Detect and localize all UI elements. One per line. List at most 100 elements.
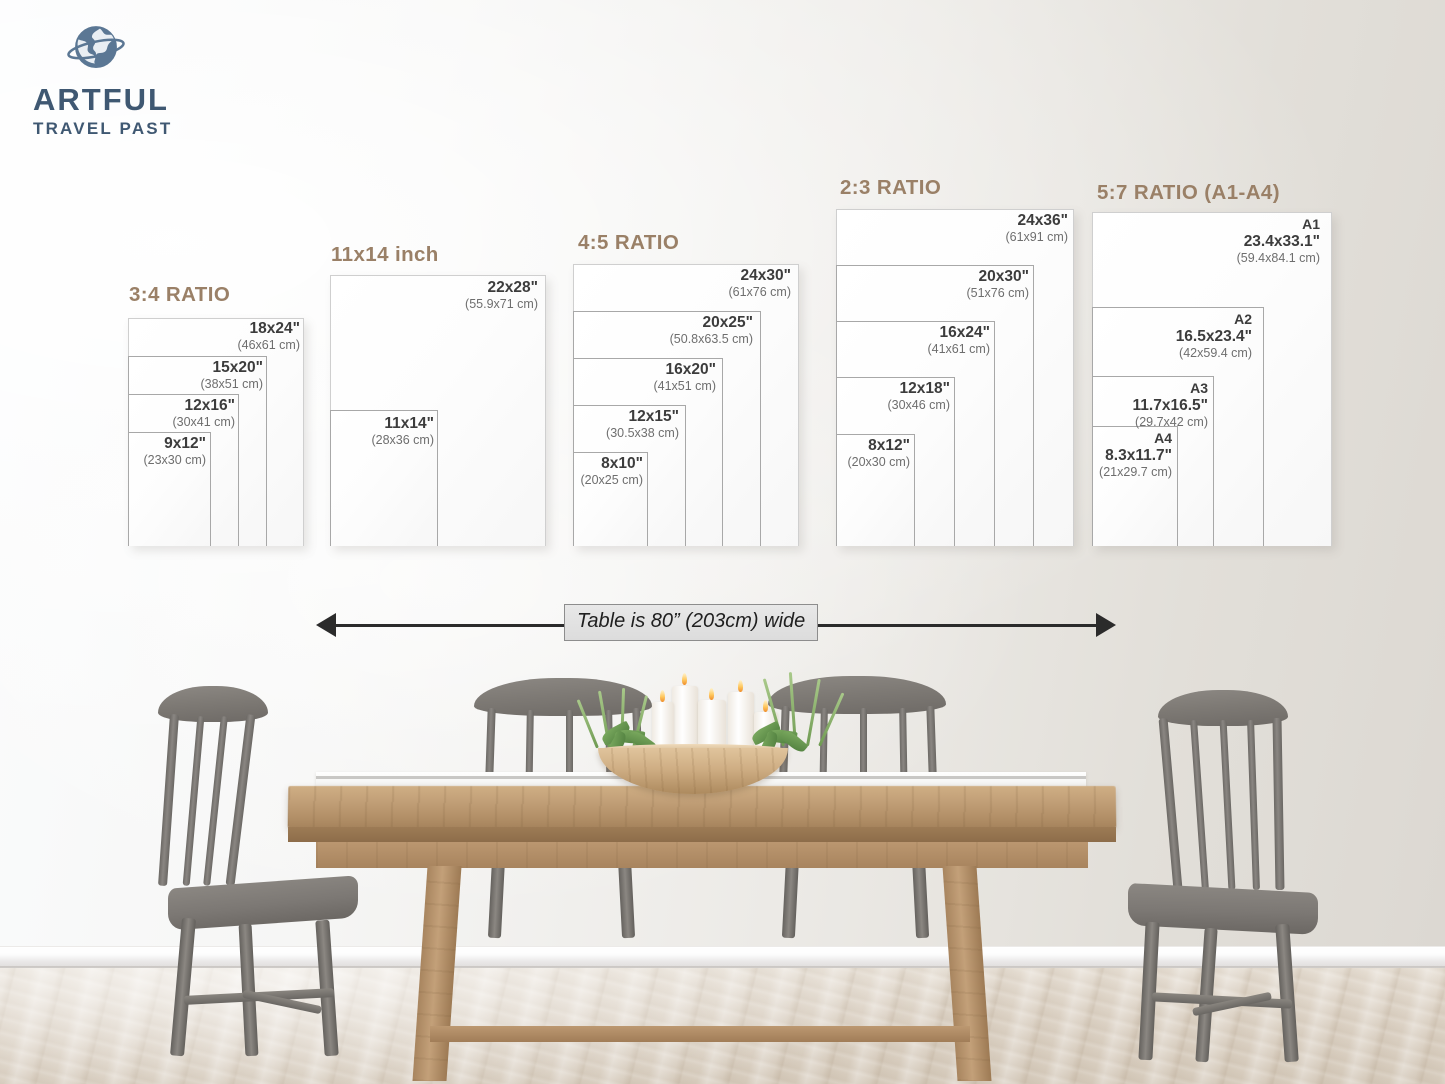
frame-group-ratio-5-7-a-series: 5:7 RATIO (A1-A4) A1 23.4x33.1" (59.4x84…: [1026, 181, 1332, 546]
frame-size-inches: 11.7x16.5": [1132, 396, 1208, 414]
candle-flame: [682, 673, 687, 685]
group-title: 3:4 RATIO: [129, 283, 231, 306]
candle: [698, 700, 726, 750]
frame-size-inches: 12x15": [628, 408, 679, 425]
chair-spindle: [1247, 719, 1260, 891]
frame-size-inches: 12x16": [184, 397, 235, 414]
chair-spindle: [182, 716, 205, 886]
chair-left: [150, 686, 380, 1057]
table-leg-right: [942, 866, 992, 1081]
frame-size-name: A2: [1234, 311, 1252, 327]
frame-group-11x14-inch: 11x14 inch 22x28" (55.9x71 cm) 11x14" (2…: [272, 243, 546, 546]
frame-size-inches: 23.4x33.1": [1243, 232, 1320, 250]
frame-label: A4 8.3x11.7" (21x29.7 cm): [1026, 430, 1172, 480]
frame-label: 20x30" (51x76 cm): [846, 268, 1029, 301]
frame-size-inches: 18x24": [249, 320, 300, 337]
arrow-right-icon: [1096, 613, 1116, 637]
grass-blade: [818, 692, 845, 747]
chair-spindle: [1190, 719, 1209, 891]
frame-label: 24x30" (61x76 cm): [595, 267, 791, 300]
globe-icon: [67, 26, 125, 68]
frame-size-cm: (41x51 cm): [653, 379, 716, 394]
frame-size-inches: 16x24": [939, 324, 990, 341]
table-width-measurement: Table is 80” (203cm) wide: [316, 604, 1116, 646]
frame-size-cm: (51x76 cm): [966, 286, 1029, 301]
frame-size-cm: (42x59.4 cm): [1179, 345, 1252, 360]
frame-group-ratio-2-3: 2:3 RATIO 24x36" (61x91 cm) 20x30" (51x7…: [776, 176, 1074, 546]
group-title: 4:5 RATIO: [578, 231, 680, 254]
measurement-label: Table is 80” (203cm) wide: [564, 604, 819, 641]
frame-label: 9x12" (23x30 cm): [53, 435, 206, 468]
frame-size-cm: (21x29.7 cm): [1099, 464, 1172, 479]
frame-size-name: A4: [1154, 430, 1172, 446]
frame-label: 12x18" (30x46 cm): [794, 380, 950, 413]
frame-label: 22x28" (55.9x71 cm): [346, 279, 538, 312]
candle-flame: [660, 690, 665, 702]
frame-size-cm: (61x76 cm): [728, 285, 791, 300]
frame-size-cm: (23x30 cm): [143, 453, 206, 468]
chair-right: [1128, 690, 1368, 1063]
frame-size-cm: (20x30 cm): [847, 455, 910, 470]
table-leg-left: [412, 866, 462, 1081]
chair-seat: [168, 875, 358, 931]
frame-swatch: [836, 434, 915, 546]
frame-label: 8x10" (20x25 cm): [511, 455, 643, 488]
frame-label: A3 11.7x16.5" (29.7x42 cm): [1048, 380, 1208, 430]
candle: [652, 702, 674, 750]
frame-size-inches: 20x25": [702, 314, 753, 331]
brand-name-line1: ARTFUL: [33, 82, 169, 117]
frame-size-inches: 24x30": [740, 267, 791, 284]
dining-table: [280, 756, 1120, 1084]
chair-spindle: [225, 714, 256, 886]
frame-size-cm: (46x61 cm): [237, 338, 300, 353]
chair-spindle: [860, 708, 867, 804]
frame-size-cm: (28x36 cm): [371, 433, 434, 448]
frame-group-ratio-4-5: 4:5 RATIO 24x30" (61x76 cm) 20x25" (50.8…: [511, 231, 799, 546]
frame-label: 16x24" (41x61 cm): [826, 324, 990, 357]
frame-size-inches: 12x18": [899, 380, 950, 397]
chair-spindle: [203, 716, 228, 886]
frame-size-cm: (30.5x38 cm): [606, 426, 679, 441]
frame-label: 12x15" (30.5x38 cm): [527, 408, 679, 441]
frame-label: 20x25" (50.8x63.5 cm): [567, 314, 753, 347]
candle-flame: [738, 680, 743, 692]
frame-label: A2 16.5x23.4" (42x59.4 cm): [1076, 311, 1252, 361]
frame-size-inches: 9x12": [164, 435, 206, 452]
brand-name-line2: TRAVEL PAST: [33, 119, 173, 138]
group-title: 2:3 RATIO: [840, 176, 942, 199]
frame-size-cm: (59.4x84.1 cm): [1236, 250, 1320, 265]
chair-spindle: [1272, 717, 1285, 891]
frame-size-cm: (30x46 cm): [887, 398, 950, 413]
frame-size-cm: (50.8x63.5 cm): [669, 332, 753, 347]
frame-size-cm: (61x91 cm): [1005, 230, 1068, 245]
frame-label: 12x16" (30x41 cm): [70, 397, 235, 430]
candle-flame: [709, 688, 714, 700]
frame-label: 8x12" (20x30 cm): [776, 437, 910, 470]
frame-swatch: [128, 432, 211, 546]
frame-size-inches: 20x30": [978, 268, 1029, 285]
frame-label: 16x20" (41x51 cm): [561, 361, 716, 394]
frame-size-inches: 16x20": [665, 361, 716, 378]
frame-swatch: [573, 452, 648, 546]
chair-leg: [1275, 923, 1299, 1063]
group-title: 5:7 RATIO (A1-A4): [1097, 181, 1280, 204]
chair-spindle: [566, 710, 573, 806]
frame-label: 11x14" (28x36 cm): [272, 415, 434, 448]
frame-label: 18x24" (46x61 cm): [108, 320, 300, 353]
frame-size-inches: 8x12": [868, 437, 910, 454]
chair-spindle: [1219, 719, 1236, 891]
frame-label: 15x20" (38x51 cm): [88, 359, 263, 392]
chair-leg: [170, 917, 196, 1057]
frame-size-name: A3: [1190, 380, 1208, 396]
table-top-edge: [288, 827, 1116, 842]
frame-label: 24x36" (61x91 cm): [874, 212, 1068, 245]
baseboard: [0, 946, 1445, 968]
frame-group-ratio-3-4: 3:4 RATIO 18x24" (46x61 cm) 15x20" (38x5…: [53, 283, 304, 546]
frame-size-inches: 16.5x23.4": [1175, 327, 1252, 345]
frame-swatch: [1092, 426, 1178, 546]
candle: [728, 692, 754, 750]
frame-size-cm: (41x61 cm): [927, 342, 990, 357]
table-apron: [316, 842, 1088, 868]
arrow-left-icon: [316, 613, 336, 637]
frame-size-cm: (29.7x42 cm): [1135, 414, 1208, 429]
